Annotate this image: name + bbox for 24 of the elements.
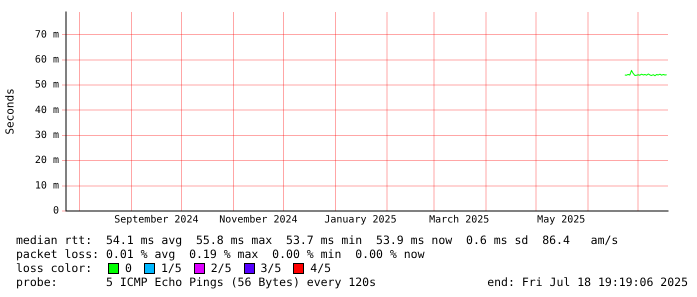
x-tick-label: January 2025 — [324, 214, 397, 226]
x-tick-label: September 2024 — [114, 214, 198, 226]
y-tick-label: 30 m — [34, 130, 59, 142]
y-tick-label: 10 m — [34, 180, 59, 192]
text: probe: 5 ICMP Echo Pings (56 Bytes) every 120s — [16, 275, 376, 289]
text: 1/5 — [160, 261, 182, 275]
y-tick-label: 20 m — [34, 155, 59, 166]
text: 0 — [125, 261, 132, 275]
text: median rtt: 54.1 ms avg 55.8 ms max 53.7 ms min 53.9 ms now 0.6 ms sd 86.4 am/s — [16, 233, 618, 247]
x-tick-label: March 2025 — [429, 214, 490, 226]
text: 2/5 — [210, 261, 232, 275]
x-tick-label: November 2024 — [219, 214, 298, 226]
y-tick-label: 0 — [52, 206, 59, 217]
y-tick-label: 50 m — [34, 80, 59, 91]
text: end: Fri Jul 18 19:19:06 2025 — [487, 275, 688, 289]
text: 3/5 — [260, 261, 282, 275]
text: loss color: — [16, 261, 92, 275]
y-tick-label: 60 m — [34, 54, 59, 66]
x-tick-label: May 2025 — [537, 214, 586, 226]
text: 4/5 — [310, 261, 332, 275]
y-tick-label: 40 m — [34, 104, 59, 116]
text: packet loss: 0.01 % avg 0.19 % max 0.00 % min 0.00 % now — [16, 247, 424, 261]
y-tick-label: 70 m — [34, 29, 59, 40]
y-axis-title: Seconds — [3, 88, 16, 135]
